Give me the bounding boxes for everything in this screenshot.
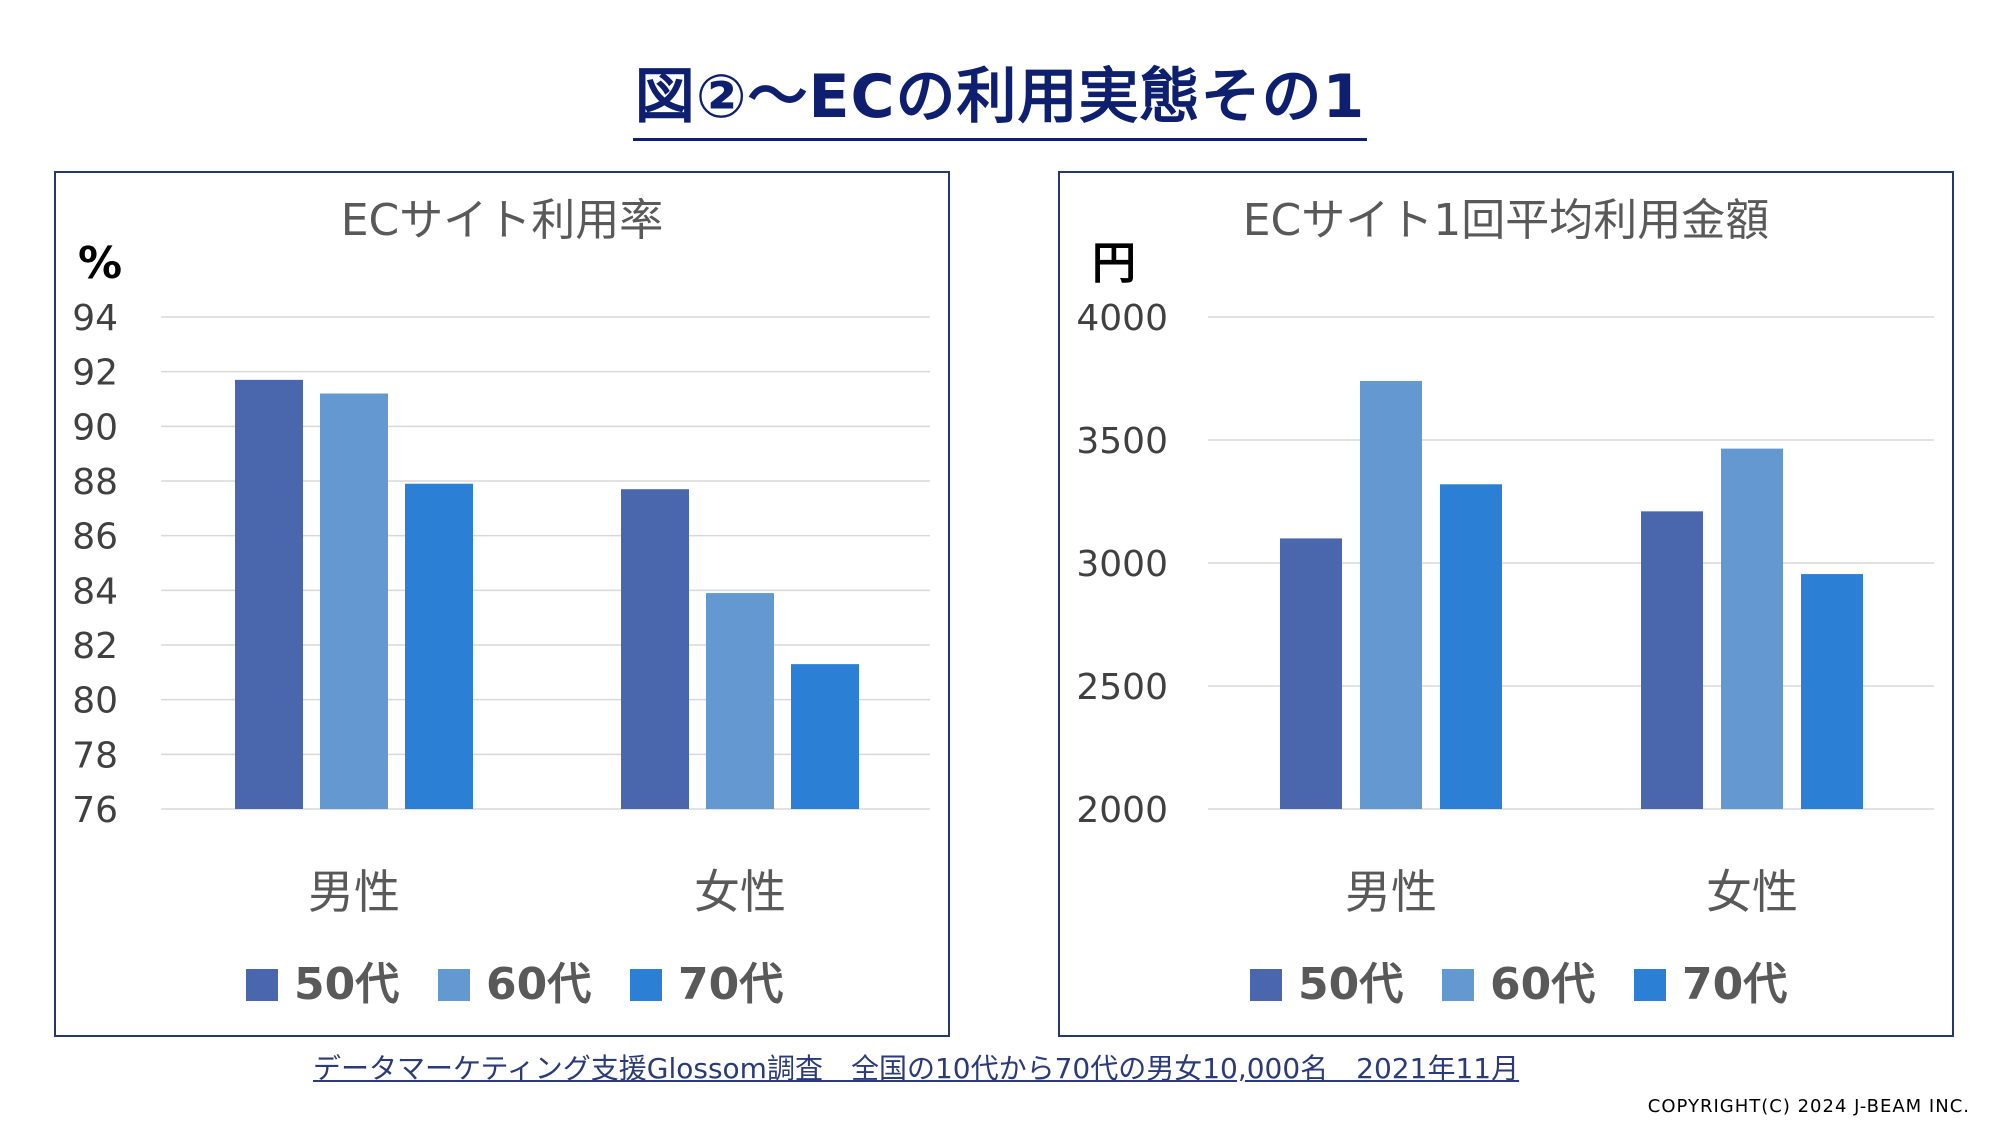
y-tick-label: 3500	[1076, 421, 1168, 462]
legend-label: 60代	[1490, 959, 1595, 1010]
x-category-label: 男性	[1345, 865, 1437, 919]
legend-swatch	[1634, 969, 1666, 1001]
bar-70代-男性	[405, 483, 473, 809]
chart-panel-average-spend: ECサイト1回平均利用金額円 4000 3500 3000 2500 2000 男性 女性 50…	[1058, 171, 1954, 1037]
y-tick-label: 2500	[1076, 667, 1168, 708]
legend-swatch	[438, 969, 470, 1001]
bar-50代-女性	[621, 489, 689, 809]
legend-swatch	[1442, 969, 1474, 1001]
bar-60代-男性	[320, 393, 388, 809]
bar-60代-男性	[1360, 380, 1422, 809]
chart-usage-rate: ECサイト利用率% 94 92 90 88 86 84 82 80 78 76 男性 女性 50代 60代 7…	[72, 195, 930, 1010]
y-tick-label: 88	[72, 462, 118, 503]
bar-70代-男性	[1440, 484, 1502, 809]
legend-label: 50代	[294, 959, 399, 1010]
copyright: COPYRIGHT(C) 2024 J-BEAM INC.	[1647, 1096, 1970, 1117]
y-tick-label: 84	[72, 571, 118, 612]
legend-label: 60代	[486, 959, 591, 1010]
source-note: データマーケティング支援Glossom調査 全国の10代から70代の男女10,0…	[313, 1052, 1520, 1085]
legend-label: 50代	[1298, 959, 1403, 1010]
x-category-label: 女性	[1706, 865, 1798, 919]
bar-60代-女性	[706, 593, 774, 809]
y-tick-label: 82	[72, 626, 118, 667]
page-title-text: 図②～ECの利用実態その1	[632, 62, 1368, 141]
y-tick-label: 78	[72, 735, 118, 776]
chart-title: ECサイト利用率	[341, 195, 664, 246]
bar-50代-男性	[1280, 538, 1342, 809]
legend-swatch	[246, 969, 278, 1001]
bar-50代-男性	[235, 379, 303, 809]
y-tick-label: 3000	[1076, 544, 1168, 585]
page-title: 図②～ECの利用実態その1	[0, 48, 2000, 141]
bar-60代-女性	[1721, 448, 1783, 809]
legend-label: 70代	[1682, 959, 1787, 1010]
y-tick-label: 80	[72, 681, 118, 722]
bar-50代-女性	[1641, 511, 1703, 809]
bar-70代-女性	[791, 664, 859, 809]
legend-swatch	[630, 969, 662, 1001]
chart-title: ECサイト1回平均利用金額	[1243, 195, 1770, 246]
y-tick-label: 92	[72, 353, 118, 394]
chart-panel-usage-rate: ECサイト利用率% 94 92 90 88 86 84 82 80 78 76 男性 女性 50代 60代 7…	[54, 171, 950, 1037]
x-category-label: 女性	[694, 865, 786, 919]
legend-label: 70代	[678, 959, 783, 1010]
y-axis-label: 円	[1092, 238, 1136, 289]
x-category-label: 男性	[308, 865, 400, 919]
bar-70代-女性	[1801, 574, 1863, 809]
y-tick-label: 86	[72, 517, 118, 558]
y-tick-label: 4000	[1076, 298, 1168, 339]
y-tick-label: 90	[72, 407, 118, 448]
y-axis-label: %	[78, 238, 122, 289]
y-tick-label: 94	[72, 298, 118, 339]
legend-swatch	[1250, 969, 1282, 1001]
y-tick-label: 76	[72, 790, 118, 831]
y-tick-label: 2000	[1076, 790, 1168, 831]
